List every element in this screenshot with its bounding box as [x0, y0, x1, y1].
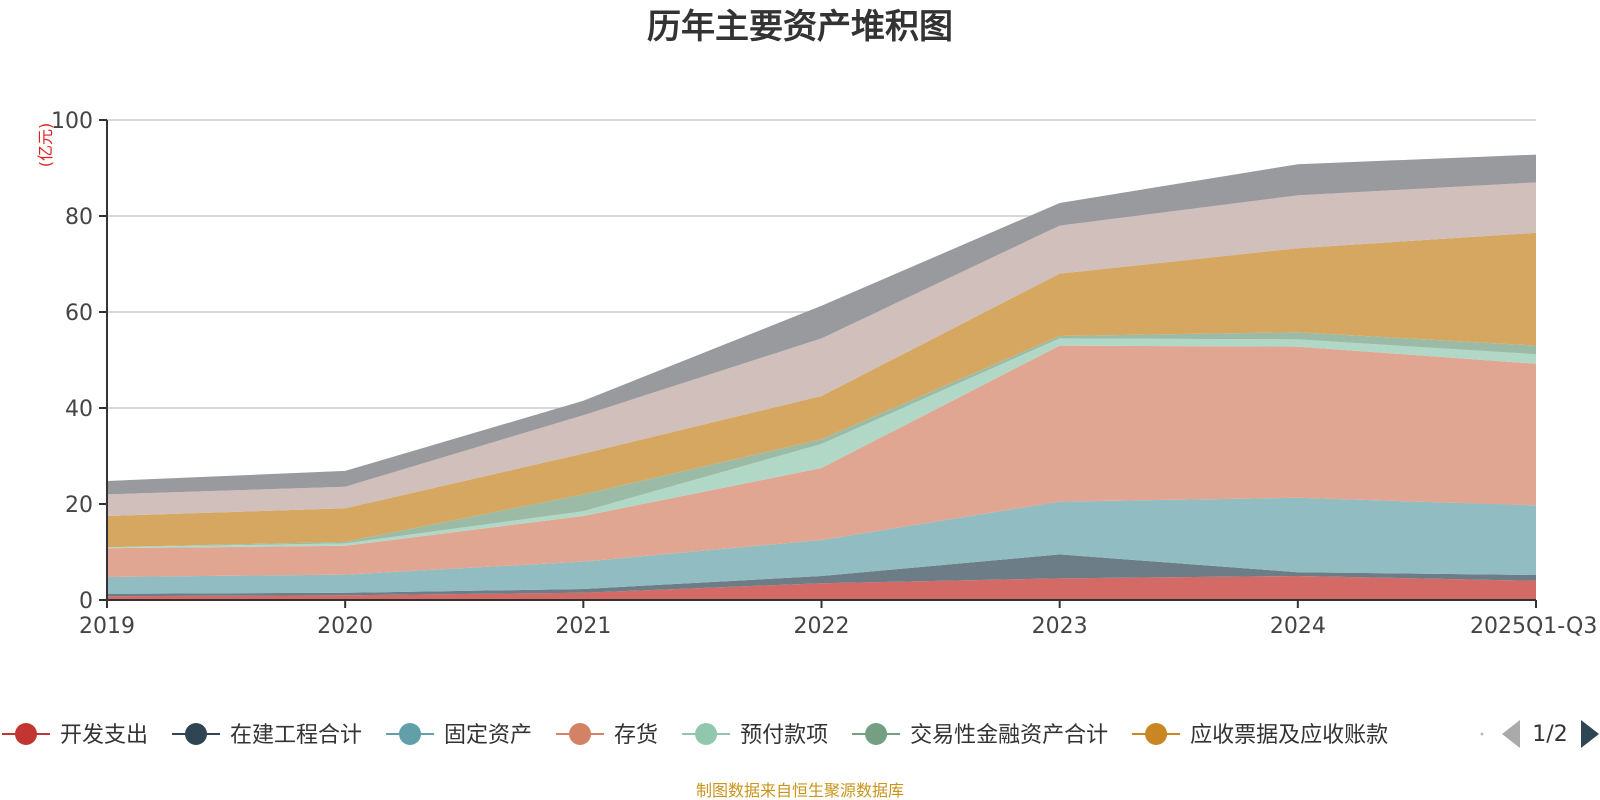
area-series-1[interactable] — [107, 554, 1536, 597]
legend-item-3[interactable]: 存货 — [556, 723, 658, 748]
x-tick-label: 2023 — [1032, 614, 1088, 639]
legend-item-6[interactable]: 应收票据及应收账款 — [1132, 723, 1388, 748]
legend-label: 存货 — [614, 723, 658, 748]
y-tick-label: 60 — [65, 301, 93, 326]
legend-marker-icon — [399, 723, 422, 745]
legend-item-2[interactable]: 固定资产 — [386, 723, 532, 748]
legend-item-4[interactable]: 预付款项 — [682, 723, 828, 748]
legend-marker-icon — [15, 723, 37, 745]
legend-label: 应收票据及应收账款 — [1190, 723, 1388, 748]
legend: 开发支出 在建工程合计 固定资产 存货 预付款项 交易性金融资产合计 应收票据及应收账款 — [2, 723, 1484, 748]
x-tick-label: 2019 — [79, 614, 135, 639]
y-tick-label: 80 — [65, 205, 93, 230]
pager-prev-icon[interactable] — [1502, 720, 1520, 748]
legend-label: 交易性金融资产合计 — [910, 723, 1108, 748]
legend-item-0[interactable]: 开发支出 — [2, 723, 148, 748]
legend-marker-icon — [695, 723, 718, 745]
x-tick-label: 2022 — [794, 614, 850, 639]
area-series-2[interactable] — [107, 497, 1536, 594]
legend-marker-icon — [1145, 723, 1168, 745]
area-series-6[interactable] — [107, 232, 1536, 548]
legend-label: 在建工程合计 — [230, 723, 362, 748]
legend-label: 固定资产 — [444, 723, 532, 748]
legend-more-dot — [1480, 732, 1484, 736]
y-tick-label: 0 — [79, 589, 93, 614]
x-tick-label: 2024 — [1270, 614, 1326, 639]
area-series-7[interactable] — [107, 182, 1536, 516]
y-tick-label: 40 — [65, 397, 93, 422]
y-tick-label: 20 — [65, 493, 93, 518]
legend-label: 预付款项 — [740, 723, 828, 748]
legend-pager: 1/2 — [1502, 720, 1599, 748]
legend-marker-icon — [569, 723, 592, 745]
axes: 0 20 40 60 80 100 2019 2020 2021 2022 2023 2024 2025… — [51, 109, 1597, 639]
x-tick-label: 2025Q1-Q3 — [1470, 614, 1597, 639]
legend-item-1[interactable]: 在建工程合计 — [172, 723, 362, 748]
legend-marker-icon — [865, 723, 888, 745]
legend-item-5[interactable]: 交易性金融资产合计 — [852, 723, 1108, 748]
area-series — [107, 154, 1536, 600]
x-tick-label: 2020 — [317, 614, 373, 639]
pager-next-icon[interactable] — [1581, 720, 1599, 748]
x-tick-label: 2021 — [555, 614, 611, 639]
unit-label: (亿元) — [36, 123, 55, 168]
area-series-8[interactable] — [107, 154, 1536, 495]
source-note: 制图数据来自恒生聚源数据库 — [696, 781, 904, 800]
area-series-5[interactable] — [107, 332, 1536, 548]
legend-label: 开发支出 — [60, 723, 148, 748]
area-series-3[interactable] — [107, 345, 1536, 577]
legend-marker-icon — [185, 723, 208, 745]
pager-page: 1/2 — [1532, 722, 1567, 747]
y-tick-label: 100 — [51, 109, 93, 134]
chart-title: 历年主要资产堆积图 — [647, 7, 953, 47]
